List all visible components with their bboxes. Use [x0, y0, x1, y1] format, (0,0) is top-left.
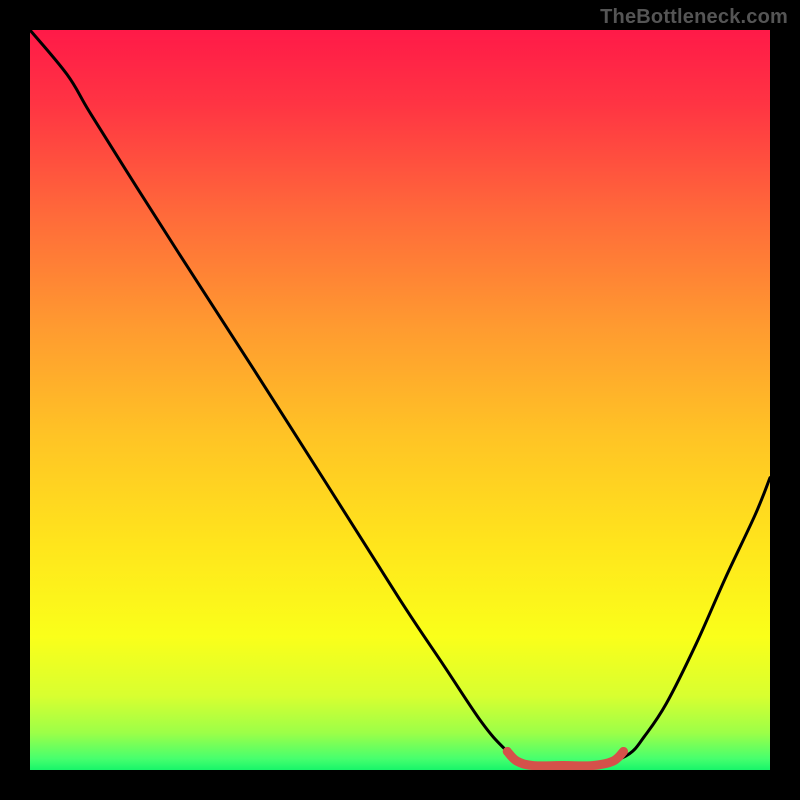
chart-svg: [30, 30, 770, 770]
gradient-background: [30, 30, 770, 770]
marker-end-right: [619, 747, 628, 756]
watermark-text: TheBottleneck.com: [600, 6, 788, 29]
marker-end-left: [503, 747, 512, 756]
chart-frame: [30, 30, 770, 770]
